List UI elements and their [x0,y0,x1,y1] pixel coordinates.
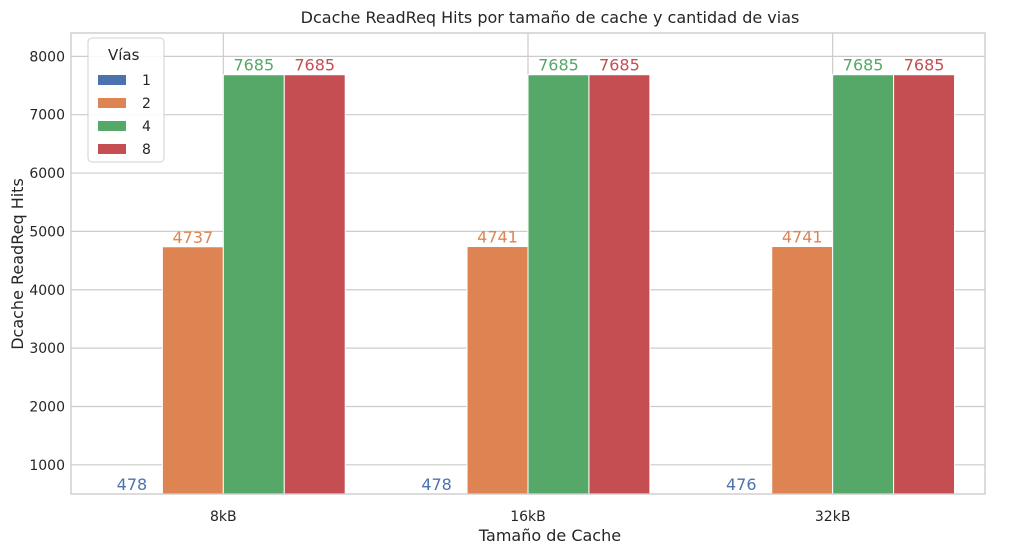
bar-2-8kB[interactable] [161,246,224,495]
x-axis-label: Tamaño de Cache [478,526,621,545]
y-tick-label: 8000 [29,49,65,65]
bar-8-32kB[interactable] [893,74,956,495]
bar-value-label: 7685 [538,56,579,75]
y-tick-label: 4000 [29,283,65,299]
legend-label-1: 1 [142,73,151,89]
bar-2-32kB[interactable] [771,246,834,495]
chart-title: Dcache ReadReq Hits por tamaño de cache … [301,8,800,27]
y-tick-label: 5000 [29,224,65,240]
x-tick-label: 32kB [815,509,851,525]
y-tick-label: 7000 [29,108,65,124]
bar-value-label: 7685 [233,56,274,75]
legend-swatch-8 [98,144,126,154]
bar-value-label: 4741 [782,228,823,247]
bar-value-label: 7685 [843,56,884,75]
y-tick-label: 2000 [29,399,65,415]
y-axis-label: Dcache ReadReq Hits [8,178,27,350]
bar-2-16kB[interactable] [466,246,529,495]
bar-value-label: 7685 [904,56,945,75]
y-tick-label: 3000 [29,341,65,357]
bar-value-label: 4737 [173,228,214,247]
bar-value-label: 7685 [294,56,335,75]
legend-label-2: 2 [142,96,151,112]
bar-4-32kB[interactable] [832,74,895,495]
plot-frame [70,32,986,495]
bar-8-16kB[interactable] [588,74,651,495]
y-tick-label: 1000 [29,458,65,474]
bar-value-label: 478 [421,475,452,494]
legend-label-8: 8 [142,142,151,158]
x-tick-label: 16kB [510,509,546,525]
x-tick-label: 8kB [210,509,237,525]
y-tick-label: 6000 [29,166,65,182]
bar-8-8kB[interactable] [283,74,346,495]
legend-swatch-2 [98,98,126,108]
bar-4-16kB[interactable] [527,74,590,495]
legend-swatch-4 [98,121,126,131]
bar-value-label: 476 [726,475,757,494]
legend-swatch-1 [98,75,126,85]
bar-value-label: 4741 [477,228,518,247]
legend-title: Vías [108,46,140,64]
bar-4-8kB[interactable] [222,74,285,495]
bar-value-label: 478 [117,475,148,494]
legend-label-4: 4 [142,119,151,135]
bar-value-label: 7685 [599,56,640,75]
